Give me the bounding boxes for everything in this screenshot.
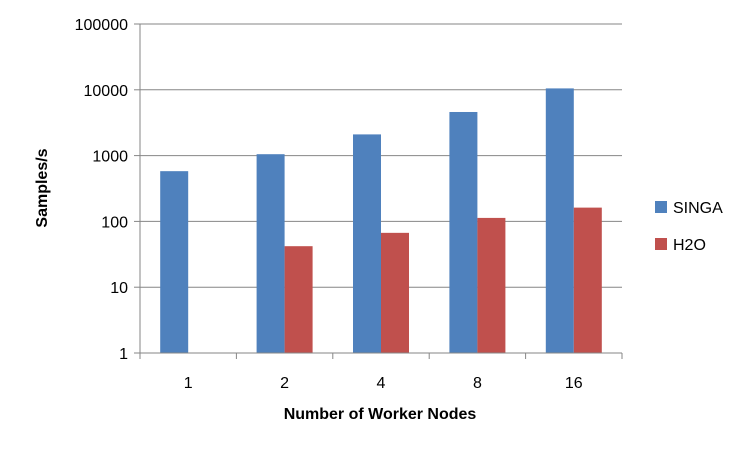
y-tick-label: 10 [110, 280, 128, 297]
bar-singa-1 [160, 171, 189, 353]
bar-h2o-8 [477, 217, 506, 353]
axes [139, 24, 623, 359]
x-tick-label: 2 [280, 375, 289, 392]
y-tick-labels: 1 10 100 1000 10000 100000 [75, 17, 128, 363]
x-tick-label: 4 [377, 375, 386, 392]
bar-singa-8 [449, 111, 478, 353]
bar-singa-2 [256, 154, 285, 353]
legend-label-h2o: H2O [673, 237, 706, 254]
y-tick-label: 1 [119, 346, 128, 363]
x-tick-label: 16 [565, 375, 583, 392]
bars [160, 88, 602, 353]
x-tick-label: 8 [473, 375, 482, 392]
bar-h2o-16 [573, 207, 602, 353]
y-axis-title: Samples/s [34, 148, 51, 227]
y-tick-label: 100000 [75, 17, 128, 34]
x-tick-label: 1 [184, 375, 193, 392]
bar-h2o-4 [381, 232, 409, 353]
bar-h2o-2 [284, 246, 313, 353]
x-axis-title: Number of Worker Nodes [284, 406, 477, 423]
y-tick-label: 1000 [92, 149, 128, 166]
legend-swatch-h2o [655, 238, 667, 250]
legend-label-singa: SINGA [673, 200, 723, 217]
x-tick-labels: 1 2 4 8 16 [184, 375, 583, 392]
bar-singa-16 [545, 88, 574, 353]
y-tick-label: 10000 [84, 83, 129, 100]
bar-singa-4 [353, 134, 381, 353]
y-tick-label: 100 [101, 214, 128, 231]
legend: SINGA H2O [655, 200, 723, 254]
legend-swatch-singa [655, 201, 667, 213]
